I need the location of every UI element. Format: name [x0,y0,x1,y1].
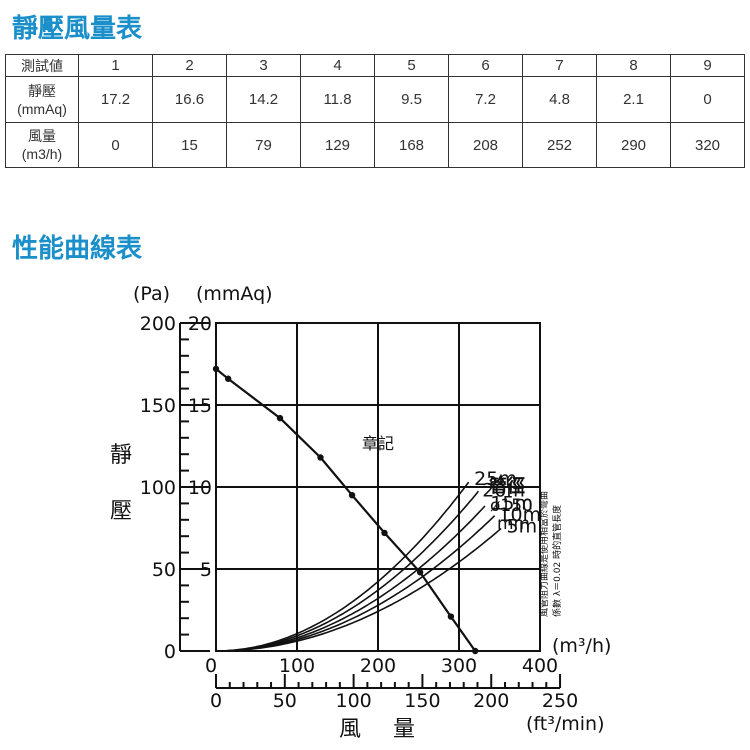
table-cell: 129 [300,122,375,168]
row-label-line2: (mmAq) [17,100,67,117]
pa-tick-label: 0 [164,641,176,663]
duct-curve [216,527,502,652]
table-section-title: 靜壓風量表 [12,14,143,44]
fan-performance-curve [215,368,477,652]
m3h-tick-label: 0 [205,655,217,677]
ftmin-tick-label: 250 [542,690,578,712]
table-cell: 208 [448,122,523,168]
table-row-airflow: 風量 (m3/h) 0 15 79 129 168 208 252 290 320 [5,122,745,168]
ftmin-tick-label: 200 [473,690,509,712]
pa-tick-label: 100 [140,477,176,499]
pa-unit-label: (Pa) [133,283,170,305]
x-axis-label-char1: 風 [339,717,361,742]
chart-section-title: 性能曲線表 [12,234,143,264]
table-cell: 7.2 [448,76,523,123]
row-label-line1: 靜壓 [28,82,56,99]
duct-curve [216,515,496,652]
stamp-label: 章記 [362,434,394,453]
pipe-label: 管徑 [489,475,525,497]
ftmin-tick-label: 100 [335,690,371,712]
duct-curve-label: 10m [498,504,541,526]
data-point [212,365,220,373]
row-label-static-pressure: 靜壓 (mmAq) [5,76,79,123]
pipe-size-label: ø150 [490,496,533,516]
duct-curve-label: 20m [482,479,525,501]
static-pressure-airflow-table: 測試値 1 2 3 4 5 6 7 8 9 靜壓 (mmAq) 17.2 16.6… [5,54,745,168]
table-cell: 168 [374,122,449,168]
mmaq-tick-label: 5 [200,559,212,581]
table-cell: 0 [78,122,153,168]
mmaq-tick-label: 10 [188,477,212,499]
pa-tick-label: 200 [140,313,176,335]
data-point [317,454,324,461]
duct-curve-label: 5m [507,515,538,537]
m3h-unit-label: (m³/h) [552,635,611,657]
curves [212,365,502,655]
table-row-static-pressure: 靜壓 (mmAq) 17.2 16.6 14.2 11.8 9.5 7.2 4.8… [5,76,745,123]
duct-curve [216,481,470,652]
x-axis-label-char2: 量 [393,717,415,742]
table-header-row: 測試値 1 2 3 4 5 6 7 8 9 [5,54,745,77]
table-cell: 79 [226,122,301,168]
m3h-tick-label: 100 [279,655,315,677]
table-cell: 0 [670,76,745,123]
table-cell: 15 [152,122,227,168]
table-cell: 320 [670,122,745,168]
axes [179,322,562,689]
row-label-airflow: 風量 (m3/h) [5,122,79,168]
mmaq-tick-label: 20 [188,313,212,335]
plot-frame [215,322,541,652]
pa-tick-label: 150 [140,395,176,417]
data-point [381,529,388,537]
table-cell: 14.2 [226,76,301,123]
labels: (Pa) (mmAq) (m³/h) (ft³/min) 靜 壓 風 量 章記 … [110,283,611,742]
header-label-cell: 測試値 [5,54,79,77]
row-label-line1: 風量 [28,128,56,144]
m3h-tick-label: 400 [522,655,558,677]
m3h-tick-label: 300 [441,655,477,677]
mmaq-unit-label: (mmAq) [196,283,273,305]
data-point [348,492,356,499]
ftmin-tick-label: 150 [404,690,440,712]
table-cell: 4.8 [522,76,597,123]
data-point [472,647,479,655]
table-cell: 2.1 [596,76,671,123]
row-label-line2: (m3/h) [21,146,63,162]
y-axis-label-char1: 靜 [110,443,132,468]
data-point [224,375,232,382]
duct-note-line1: 風管阻力曲線是使用相當於彎曲 [538,491,550,617]
duct-curve-label: 25m [474,468,517,490]
ftmin-tick-label: 0 [210,690,222,712]
data-point [416,569,424,576]
pipe-unit-label: mm [497,514,530,534]
m3h-tick-label: 200 [360,655,396,677]
duct-curve [216,505,486,652]
data-point [276,414,284,422]
duct-curve-label: 15m [490,492,533,514]
ftmin-tick-label: 50 [273,690,297,712]
ftmin-unit-label: (ft³/min) [526,713,604,735]
pa-tick-label: 50 [152,559,176,581]
y-axis-label-char2: 壓 [110,499,132,524]
mmaq-tick-label: 15 [188,395,212,417]
data-point [447,613,455,620]
duct-note-line2: 係數 λ＝0.02 時的直管長度 [551,505,563,617]
table-cell: 290 [596,122,671,168]
duct-curve [216,490,480,652]
grid [215,322,541,652]
